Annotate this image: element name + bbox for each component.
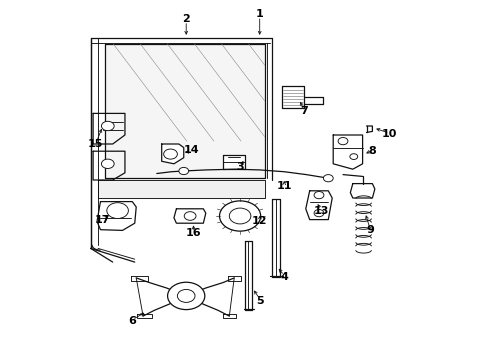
Circle shape [229,208,251,224]
Circle shape [101,159,114,168]
Circle shape [350,154,358,159]
Polygon shape [174,209,206,223]
Text: 8: 8 [368,146,376,156]
Polygon shape [131,276,148,281]
Polygon shape [306,191,332,220]
Text: 3: 3 [236,162,244,172]
Polygon shape [97,202,136,230]
Text: 16: 16 [186,228,201,238]
Text: 17: 17 [95,215,111,225]
Polygon shape [93,151,125,180]
Polygon shape [245,241,252,310]
Text: 11: 11 [276,181,292,192]
Circle shape [338,138,348,145]
Circle shape [314,192,324,199]
Text: 12: 12 [252,216,268,226]
Polygon shape [223,155,245,169]
Text: 1: 1 [256,9,264,19]
Circle shape [179,167,189,175]
Text: 5: 5 [256,296,264,306]
Polygon shape [162,144,184,164]
Circle shape [184,212,196,220]
Polygon shape [223,314,236,318]
Text: 10: 10 [382,129,397,139]
Circle shape [168,282,205,310]
Text: 6: 6 [128,316,136,326]
Polygon shape [333,135,363,169]
Text: 13: 13 [313,206,329,216]
Polygon shape [350,184,375,198]
Circle shape [177,289,195,302]
Text: 7: 7 [300,106,308,116]
Text: 14: 14 [183,145,199,156]
Circle shape [314,210,324,217]
Polygon shape [137,314,152,318]
Polygon shape [93,113,125,144]
Circle shape [220,201,261,231]
Text: 2: 2 [182,14,190,24]
Polygon shape [98,180,265,198]
Circle shape [107,203,128,219]
Polygon shape [272,199,280,277]
Text: 9: 9 [366,225,374,235]
Circle shape [164,149,177,159]
Circle shape [323,175,333,182]
Polygon shape [367,126,372,132]
Text: 15: 15 [88,139,103,149]
Polygon shape [105,44,265,178]
Polygon shape [228,276,241,281]
Text: 4: 4 [280,272,288,282]
Circle shape [101,121,114,131]
Polygon shape [282,86,304,108]
